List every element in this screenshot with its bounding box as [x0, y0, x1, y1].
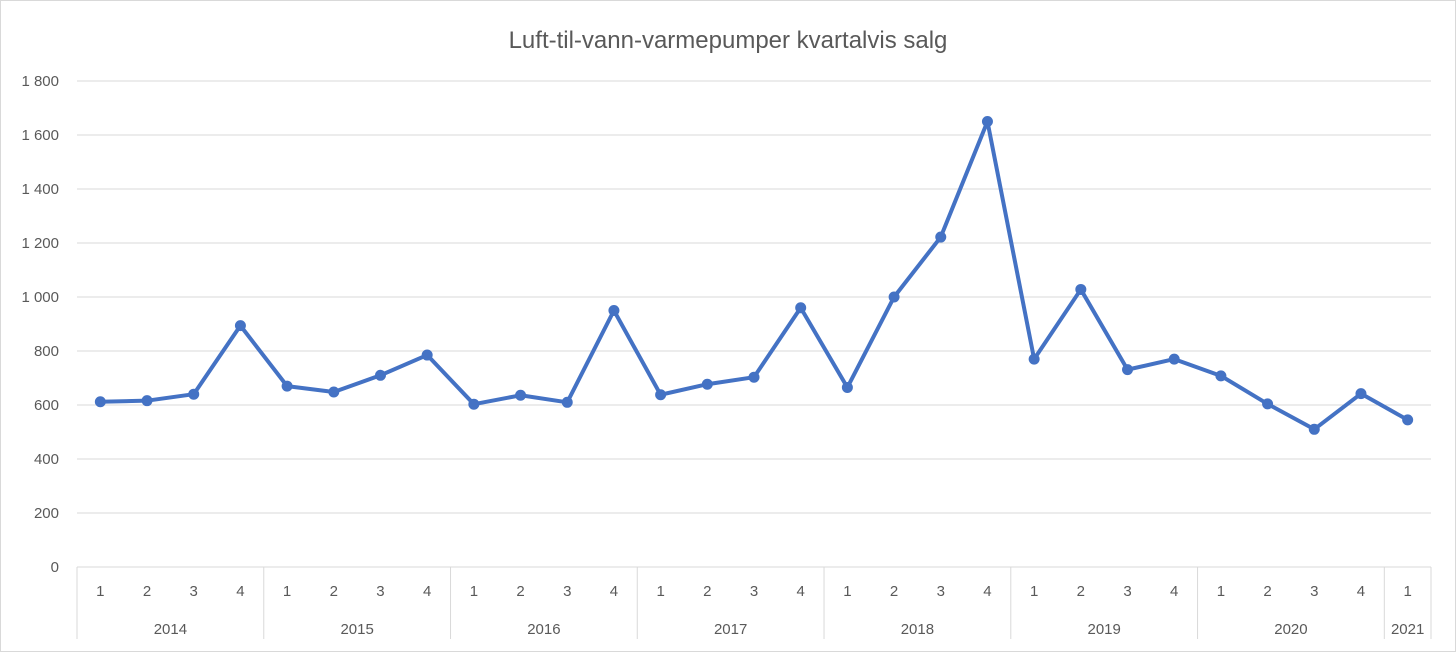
x-tick-label-quarter: 4	[1170, 583, 1178, 600]
y-tick-label: 1 000	[21, 289, 59, 306]
data-point	[1122, 364, 1134, 376]
x-tick-label-quarter: 1	[96, 583, 104, 600]
x-tick-label-quarter: 2	[703, 583, 711, 600]
x-tick-label-year: 2015	[340, 621, 373, 638]
x-tick-label-quarter: 2	[1077, 583, 1085, 600]
x-tick-label-year: 2017	[714, 621, 747, 638]
data-point	[1355, 388, 1367, 400]
data-point	[655, 389, 667, 401]
data-point	[701, 378, 713, 390]
x-tick-label-quarter: 4	[236, 583, 244, 600]
series-layer	[94, 116, 1414, 435]
data-point	[281, 380, 293, 392]
x-tick-label-year: 2016	[527, 621, 560, 638]
data-point	[374, 369, 386, 381]
data-point	[888, 291, 900, 303]
data-point	[1215, 370, 1227, 382]
x-tick-label-quarter: 3	[1310, 583, 1318, 600]
x-tick-label-year: 2020	[1274, 621, 1307, 638]
y-tick-label: 400	[34, 451, 59, 468]
data-point	[1402, 414, 1414, 426]
data-point	[981, 116, 993, 127]
chart-title: Luft-til-vann-varmepumper kvartalvis sal…	[509, 27, 948, 54]
x-tick-label-quarter: 3	[563, 583, 571, 600]
x-tick-label-year: 2018	[901, 621, 934, 638]
data-point	[1028, 353, 1040, 365]
data-point	[141, 395, 153, 407]
gridlines	[77, 80, 1431, 568]
data-point	[421, 349, 433, 361]
x-tick-label-quarter: 1	[843, 583, 851, 600]
data-point	[188, 388, 200, 400]
data-point	[234, 320, 246, 332]
data-point	[935, 231, 947, 243]
x-tick-label-quarter: 4	[610, 583, 618, 600]
x-tick-label-quarter: 4	[797, 583, 805, 600]
data-point	[748, 371, 760, 383]
x-tick-label-quarter: 1	[1403, 583, 1411, 600]
y-tick-label: 1 200	[21, 235, 59, 252]
data-point	[561, 396, 573, 408]
y-tick-label: 1 800	[21, 73, 59, 90]
data-point	[1308, 423, 1320, 435]
data-point	[94, 396, 106, 408]
x-tick-label-quarter: 3	[190, 583, 198, 600]
x-tick-label-quarter: 3	[750, 583, 758, 600]
x-tick-label-quarter: 2	[330, 583, 338, 600]
y-tick-label: 600	[34, 397, 59, 414]
x-tick-label-quarter: 1	[470, 583, 478, 600]
x-tick-label-quarter: 3	[376, 583, 384, 600]
data-point	[1262, 398, 1274, 410]
x-axis: 1 2 3 4 2014 1 2 3 4 2015 1 2 3 4 2016 1 2 3 4 2017 1 2 3 4 2018…	[76, 567, 1432, 639]
data-point	[468, 398, 480, 410]
y-tick-label: 0	[51, 559, 59, 576]
x-tick-label-quarter: 4	[423, 583, 431, 600]
x-tick-label-quarter: 1	[1217, 583, 1225, 600]
y-tick-label: 200	[34, 505, 59, 522]
x-tick-label-year: 2014	[154, 621, 187, 638]
x-tick-label-quarter: 3	[1123, 583, 1131, 600]
data-point	[515, 389, 527, 401]
x-tick-label-year: 2019	[1087, 621, 1120, 638]
x-tick-label-quarter: 1	[1030, 583, 1038, 600]
x-tick-label-quarter: 2	[516, 583, 524, 600]
x-tick-label-quarter: 2	[143, 583, 151, 600]
x-tick-label-year: 2021	[1391, 621, 1424, 638]
data-point	[841, 381, 853, 393]
x-tick-label-quarter: 1	[656, 583, 664, 600]
x-tick-label-quarter: 2	[890, 583, 898, 600]
x-tick-label-quarter: 2	[1263, 583, 1271, 600]
y-tick-label: 800	[34, 343, 59, 360]
series-line	[98, 119, 1410, 432]
y-tick-label: 1 600	[21, 127, 59, 144]
x-tick-label-quarter: 4	[1357, 583, 1365, 600]
y-axis: 0 200 400 600 800 1 000 1 200 1 400 1 600 1 800	[21, 73, 59, 576]
data-point	[608, 305, 620, 316]
x-tick-label-quarter: 4	[983, 583, 991, 600]
y-tick-label: 1 400	[21, 181, 59, 198]
x-tick-label-quarter: 3	[937, 583, 945, 600]
data-point	[1075, 283, 1087, 295]
x-tick-label-quarter: 1	[283, 583, 291, 600]
data-point	[795, 302, 807, 314]
data-point	[1168, 353, 1180, 365]
data-point	[328, 386, 340, 398]
